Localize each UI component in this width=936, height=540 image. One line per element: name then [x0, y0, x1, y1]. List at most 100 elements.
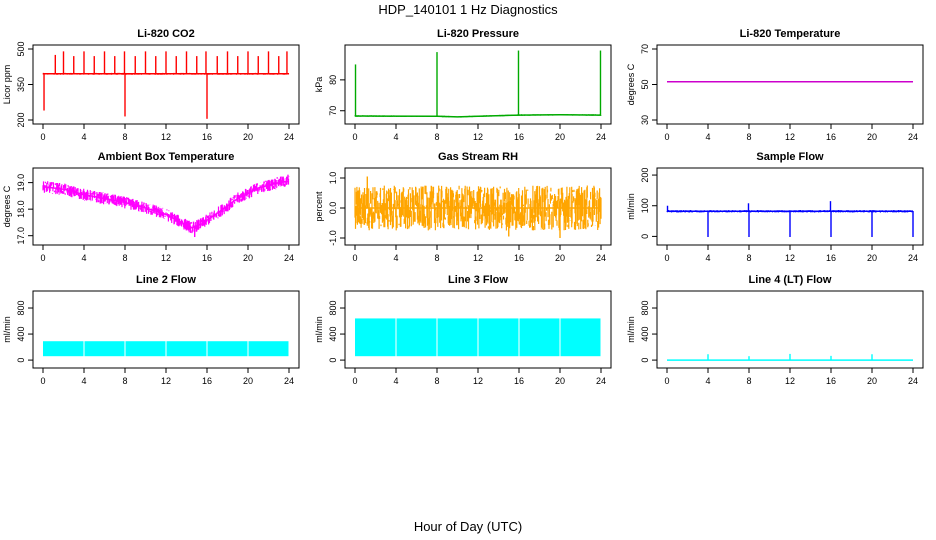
x-tick-label: 4 [393, 253, 398, 263]
x-tick-label: 8 [746, 253, 751, 263]
x-tick-label: 24 [908, 132, 918, 142]
panel-y-axis-label: ml/min [314, 316, 324, 343]
x-tick-label: 20 [555, 376, 565, 386]
x-tick-label: 8 [122, 253, 127, 263]
panel-title: Li-820 Temperature [740, 28, 841, 40]
x-tick-label: 12 [785, 132, 795, 142]
x-tick-label: 0 [40, 132, 45, 142]
data-series [355, 318, 601, 357]
panel-2: Li-820 Pressure kPa 0 4 8 12 16 20 24 70 80 [314, 28, 612, 142]
x-tick-label: 0 [40, 376, 45, 386]
panel-title: Line 3 Flow [448, 274, 508, 286]
x-tick-label: 0 [664, 253, 669, 263]
y-tick-label: 0 [16, 358, 26, 363]
x-tick-label: 12 [161, 253, 171, 263]
panel-3: Li-820 Temperature degrees C 0 4 8 12 16 20 24 30… [626, 28, 924, 142]
panel-title: Li-820 CO2 [137, 28, 194, 40]
flow-band-segment [355, 318, 396, 357]
x-tick-label: 4 [81, 132, 86, 142]
x-tick-label: 24 [908, 253, 918, 263]
y-tick-label: 500 [16, 41, 26, 56]
plot-frame [344, 44, 612, 125]
y-tick-label: 0.0 [328, 202, 338, 215]
y-tick-label: 1.0 [328, 172, 338, 185]
x-tick-label: 8 [746, 376, 751, 386]
panel-9: Line 4 (LT) Flow ml/min 0 4 8 12 16 20 24 0 400 800 [626, 274, 924, 386]
panel-title: Li-820 Pressure [437, 28, 519, 40]
x-tick-label: 8 [434, 132, 439, 142]
x-tick-label: 20 [867, 376, 877, 386]
x-tick-label: 24 [284, 376, 294, 386]
x-tick-label: 4 [705, 132, 710, 142]
flow-band-segment [478, 318, 519, 357]
data-series [42, 174, 290, 238]
x-tick-label: 20 [243, 376, 253, 386]
x-tick-label: 20 [555, 132, 565, 142]
data-series [354, 176, 602, 238]
flow-band-segment [166, 341, 207, 357]
x-tick-label: 20 [243, 132, 253, 142]
flow-band-segment [84, 341, 125, 357]
y-tick-label: 30 [640, 115, 650, 125]
flow-band-segment [437, 318, 478, 357]
panel-y-axis-label: Licor ppm [2, 65, 12, 105]
y-tick-label: 800 [16, 301, 26, 316]
x-tick-label: 24 [596, 132, 606, 142]
x-tick-label: 24 [908, 376, 918, 386]
panel-y-axis-label: degrees C [626, 63, 636, 105]
y-tick-label: 800 [328, 301, 338, 316]
y-tick-label: 19.0 [16, 174, 26, 192]
y-tick-label: 800 [640, 301, 650, 316]
panel-6: Sample Flow ml/min 0 4 8 12 16 20 24 0 100 200 [626, 151, 924, 263]
noise-band [42, 176, 290, 234]
x-tick-label: 4 [393, 132, 398, 142]
x-tick-label: 4 [705, 376, 710, 386]
x-tick-label: 8 [434, 253, 439, 263]
x-tick-label: 12 [785, 253, 795, 263]
panel-y-axis-label: ml/min [2, 316, 12, 343]
y-tick-label: 350 [16, 77, 26, 92]
x-tick-label: 24 [284, 132, 294, 142]
x-tick-label: 24 [596, 376, 606, 386]
x-tick-label: 16 [514, 253, 524, 263]
x-tick-label: 16 [826, 376, 836, 386]
y-tick-label: 200 [640, 168, 650, 183]
series-line [42, 180, 290, 229]
data-series [666, 201, 914, 238]
x-tick-label: 16 [202, 253, 212, 263]
flow-band-segment [248, 341, 289, 357]
y-tick-label: 0 [640, 234, 650, 239]
x-tick-label: 0 [664, 132, 669, 142]
panel-title: Line 4 (LT) Flow [749, 274, 832, 286]
plot-frame [32, 290, 300, 369]
figure-title: HDP_140101 1 Hz Diagnostics [378, 2, 558, 17]
panel-y-axis-label: ml/min [626, 193, 636, 220]
y-tick-label: 18.0 [16, 200, 26, 218]
data-series [43, 341, 289, 357]
x-tick-label: 16 [202, 376, 212, 386]
y-tick-label: 400 [328, 327, 338, 342]
panel-8: Line 3 Flow ml/min 0 4 8 12 16 20 24 0 400 800 [314, 274, 612, 386]
y-tick-label: 400 [16, 327, 26, 342]
y-tick-label: 70 [640, 44, 650, 54]
y-tick-label: 80 [328, 75, 338, 85]
panel-title: Ambient Box Temperature [98, 151, 235, 163]
x-tick-label: 20 [867, 253, 877, 263]
flow-band-segment [560, 318, 601, 357]
x-tick-label: 12 [473, 253, 483, 263]
x-tick-label: 8 [434, 376, 439, 386]
y-tick-label: -1.0 [328, 230, 338, 246]
panel-7: Line 2 Flow ml/min 0 4 8 12 16 20 24 0 400 800 [2, 274, 300, 386]
data-series [354, 50, 602, 118]
x-tick-label: 24 [284, 253, 294, 263]
x-tick-label: 4 [81, 376, 86, 386]
flow-band-segment [43, 341, 84, 357]
x-tick-label: 0 [352, 132, 357, 142]
panel-1: Li-820 CO2 Licor ppm 0 4 8 12 16 20 24 200 350 500 [2, 28, 300, 142]
panel-y-axis-label: degrees C [2, 185, 12, 227]
x-tick-label: 20 [867, 132, 877, 142]
figure-x-axis-label: Hour of Day (UTC) [413, 519, 523, 534]
x-tick-label: 0 [352, 253, 357, 263]
panel-y-axis-label: percent [314, 191, 324, 222]
